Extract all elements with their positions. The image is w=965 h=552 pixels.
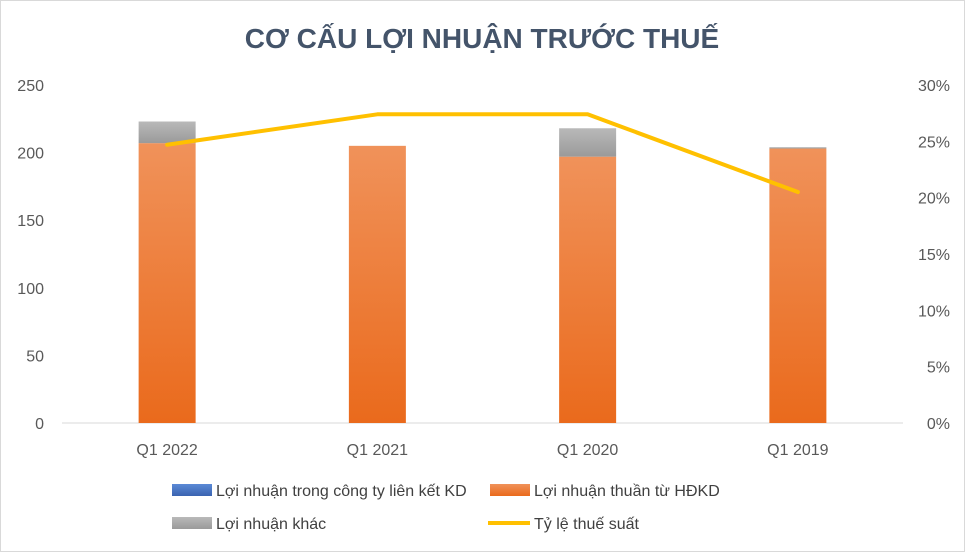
legend-swatch <box>172 517 212 529</box>
y-left-tick-label: 100 <box>17 281 44 298</box>
bar-segment <box>769 147 827 149</box>
bar-segment <box>348 145 406 423</box>
y-right-tick-label: 25% <box>918 134 950 151</box>
bar-segment <box>769 148 827 423</box>
bar-segment <box>138 143 196 424</box>
series-line <box>165 112 800 195</box>
y-right-tick-label: 20% <box>918 191 950 208</box>
x-tick-label: Q1 2021 <box>347 442 408 459</box>
y-left-tick-label: 200 <box>17 146 44 163</box>
legend-label: Lợi nhuận trong công ty liên kết KD <box>216 483 467 500</box>
legend-label: Lợi nhuận khác <box>216 516 326 533</box>
x-tick-label: Q1 2019 <box>767 442 828 459</box>
y-right-tick-label: 10% <box>918 303 950 320</box>
y-left-tick-label: 150 <box>17 213 44 230</box>
x-tick-label: Q1 2022 <box>136 442 197 459</box>
legend-label: Tỷ lệ thuế suất <box>534 516 640 533</box>
legend-swatch <box>490 484 530 496</box>
legend-label: Lợi nhuận thuần từ HĐKD <box>534 483 720 500</box>
x-tick-label: Q1 2020 <box>557 442 618 459</box>
y-left-tick-label: 250 <box>17 78 44 95</box>
y-right-tick-label: 15% <box>918 247 950 264</box>
y-right-tick-label: 5% <box>927 360 950 377</box>
bar-segment <box>559 128 617 157</box>
chart-title: CƠ CẤU LỢI NHUẬN TRƯỚC THUẾ <box>245 23 719 54</box>
legend-swatch <box>172 484 212 496</box>
y-right-tick-label: 0% <box>927 416 950 433</box>
y-left-tick-label: 50 <box>26 348 44 365</box>
y-left-tick-label: 0 <box>35 416 44 433</box>
bar-segment <box>559 156 617 423</box>
bar-segment <box>138 121 196 144</box>
y-right-tick-label: 30% <box>918 78 950 95</box>
